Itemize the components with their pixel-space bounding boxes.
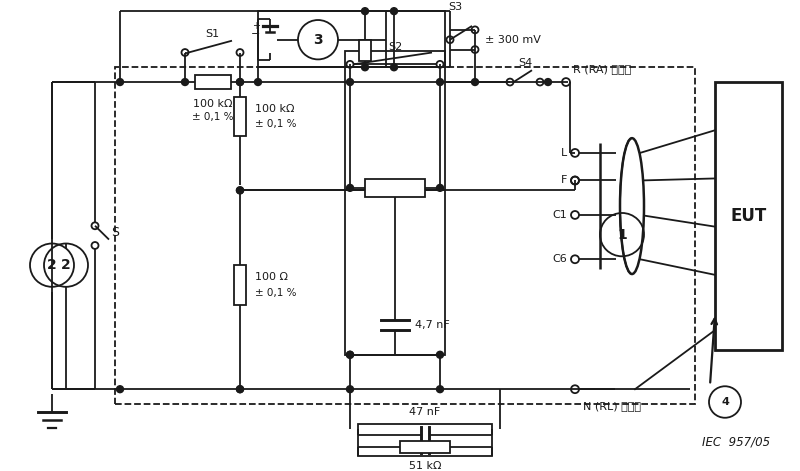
Text: S1: S1 [206, 29, 219, 39]
Text: N (RL) 유도선: N (RL) 유도선 [583, 401, 641, 411]
Bar [345, 50, 445, 355]
Text: ± 0,1 %: ± 0,1 % [255, 288, 297, 298]
Text: ± 300 mV: ± 300 mV [485, 35, 541, 45]
Text: S2: S2 [388, 41, 402, 51]
Text: −: − [251, 29, 261, 39]
Circle shape [390, 64, 398, 71]
Circle shape [346, 351, 354, 358]
Bar [258, 11, 445, 67]
Text: S4: S4 [518, 58, 532, 68]
Circle shape [237, 386, 243, 393]
Circle shape [346, 79, 354, 86]
Text: 1: 1 [617, 227, 627, 242]
Circle shape [346, 351, 354, 358]
Circle shape [471, 79, 478, 86]
Circle shape [237, 386, 243, 393]
Text: 100 kΩ: 100 kΩ [255, 104, 294, 114]
Circle shape [437, 79, 443, 86]
Bar [400, 441, 450, 453]
Text: 3: 3 [313, 32, 323, 47]
Circle shape [117, 386, 123, 393]
Text: 620 kΩ: 620 kΩ [375, 183, 415, 193]
Text: 100 Ω: 100 Ω [255, 272, 288, 282]
Bar [715, 82, 782, 350]
Bar [359, 40, 371, 61]
Circle shape [390, 8, 398, 15]
Circle shape [437, 386, 443, 393]
Bar [194, 75, 230, 89]
Circle shape [362, 8, 369, 15]
Text: 47 nF: 47 nF [410, 407, 441, 417]
Bar [358, 424, 492, 456]
Circle shape [346, 386, 354, 393]
Text: C6: C6 [552, 254, 567, 264]
Bar [365, 179, 425, 197]
Circle shape [545, 79, 551, 86]
Text: 4: 4 [721, 397, 729, 407]
Bar [115, 67, 695, 404]
Ellipse shape [620, 138, 644, 274]
Bar [234, 97, 246, 136]
Text: F: F [561, 176, 567, 186]
Text: 4,7 nF: 4,7 nF [415, 320, 450, 330]
Circle shape [237, 187, 243, 194]
Text: EUT: EUT [730, 207, 766, 225]
Text: R (RA) 유도선: R (RA) 유도선 [573, 64, 631, 74]
Text: ± 0,1 %: ± 0,1 % [192, 112, 234, 122]
Circle shape [437, 185, 443, 191]
Circle shape [362, 64, 369, 71]
Circle shape [182, 79, 189, 86]
Text: +: + [252, 21, 260, 31]
Circle shape [254, 79, 262, 86]
Text: 2: 2 [47, 258, 57, 272]
Circle shape [237, 79, 243, 86]
Circle shape [437, 351, 443, 358]
Circle shape [237, 79, 243, 86]
Text: 51 kΩ: 51 kΩ [409, 461, 442, 471]
Circle shape [346, 185, 354, 191]
Text: C1: C1 [552, 210, 567, 220]
Text: L: L [561, 148, 567, 158]
Text: 100 kΩ: 100 kΩ [193, 99, 232, 109]
Bar [234, 265, 246, 305]
Text: 2: 2 [61, 258, 71, 272]
Text: S: S [111, 226, 119, 239]
Circle shape [237, 187, 243, 194]
Circle shape [117, 79, 123, 86]
Text: IEC  957/05: IEC 957/05 [702, 435, 770, 448]
Text: ± 0,1 %: ± 0,1 % [255, 119, 297, 130]
Text: S3: S3 [448, 2, 462, 12]
